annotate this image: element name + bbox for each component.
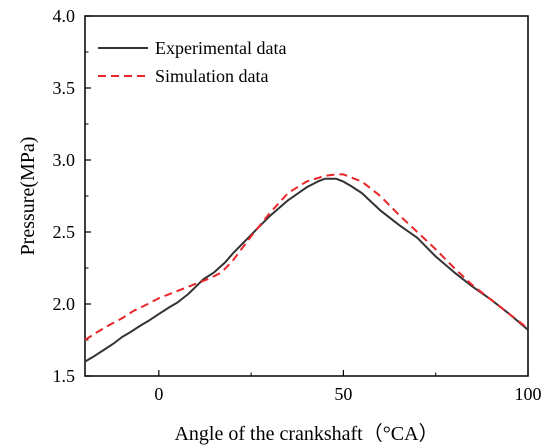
plot-frame: [84, 15, 529, 377]
legend: Experimental data Simulation data: [98, 38, 286, 86]
series-line-simulation: [84, 173, 529, 341]
series-lines: [84, 173, 529, 363]
x-tick-label: 100: [515, 384, 542, 404]
y-tick-label: 1.5: [53, 366, 76, 386]
legend-label: Experimental data: [155, 38, 286, 58]
series-line-experimental: [84, 177, 529, 363]
y-tick-label: 2.0: [53, 294, 76, 314]
axis-ticks: 0 50 100 1.5 2.0 2.5 3.0 3.5 4.0: [53, 6, 542, 404]
y-tick-label: 3.5: [53, 78, 76, 98]
y-tick-label: 4.0: [53, 6, 76, 26]
y-tick-label: 2.5: [53, 222, 76, 242]
x-tick-label: 50: [334, 384, 352, 404]
y-axis-title: Pressure(MPa): [17, 137, 39, 256]
y-tick-label: 3.0: [53, 150, 76, 170]
x-axis-title: Angle of the crankshaft（°CA）: [174, 422, 438, 445]
x-tick-label: 0: [154, 384, 163, 404]
legend-label: Simulation data: [155, 66, 268, 86]
